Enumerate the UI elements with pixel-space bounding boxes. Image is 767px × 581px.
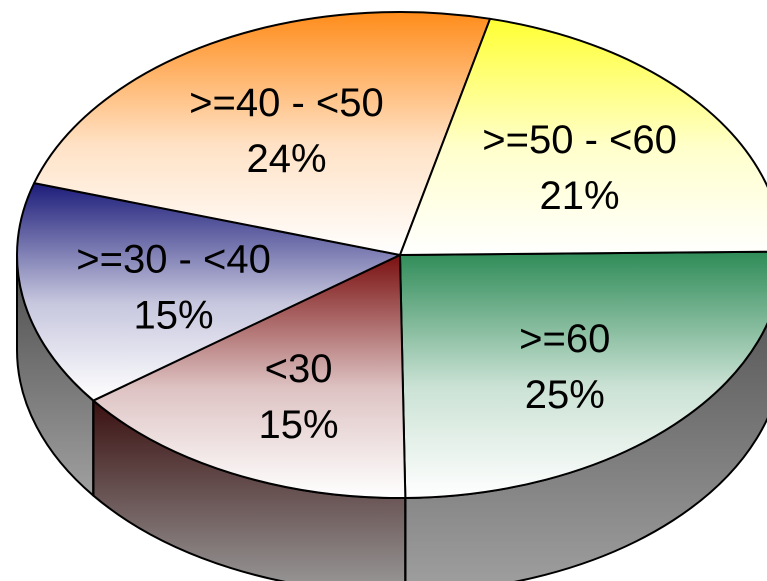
pie-slices bbox=[16, 11, 767, 499]
pie-slice-3 bbox=[33, 11, 492, 256]
pie-slice-percent: 21% bbox=[540, 174, 620, 218]
pie-slice-label: <30 bbox=[265, 347, 333, 391]
pie-slice-label: >=30 - <40 bbox=[76, 238, 271, 282]
pie-slice-percent: 25% bbox=[525, 373, 605, 417]
pie-slice-label: >=60 bbox=[519, 317, 610, 361]
pie-labels: >=60 25% <30 15% >=30 - <40 15% >=40 - <50 24% >… bbox=[76, 81, 677, 447]
pie-slice-percent: 15% bbox=[259, 403, 339, 447]
pie-slice-2 bbox=[16, 182, 401, 402]
pie-slice-0 bbox=[399, 250, 767, 499]
pie-slice-percent: 15% bbox=[134, 294, 214, 338]
pie-slice-label: >=40 - <50 bbox=[189, 81, 384, 125]
pie-slice-label: >=50 - <60 bbox=[482, 118, 677, 162]
pie-slice-percent: 24% bbox=[246, 137, 326, 181]
pie-slice-4 bbox=[399, 17, 767, 256]
pie-3d-sides bbox=[16, 254, 767, 581]
pie-slice-1 bbox=[92, 254, 407, 499]
